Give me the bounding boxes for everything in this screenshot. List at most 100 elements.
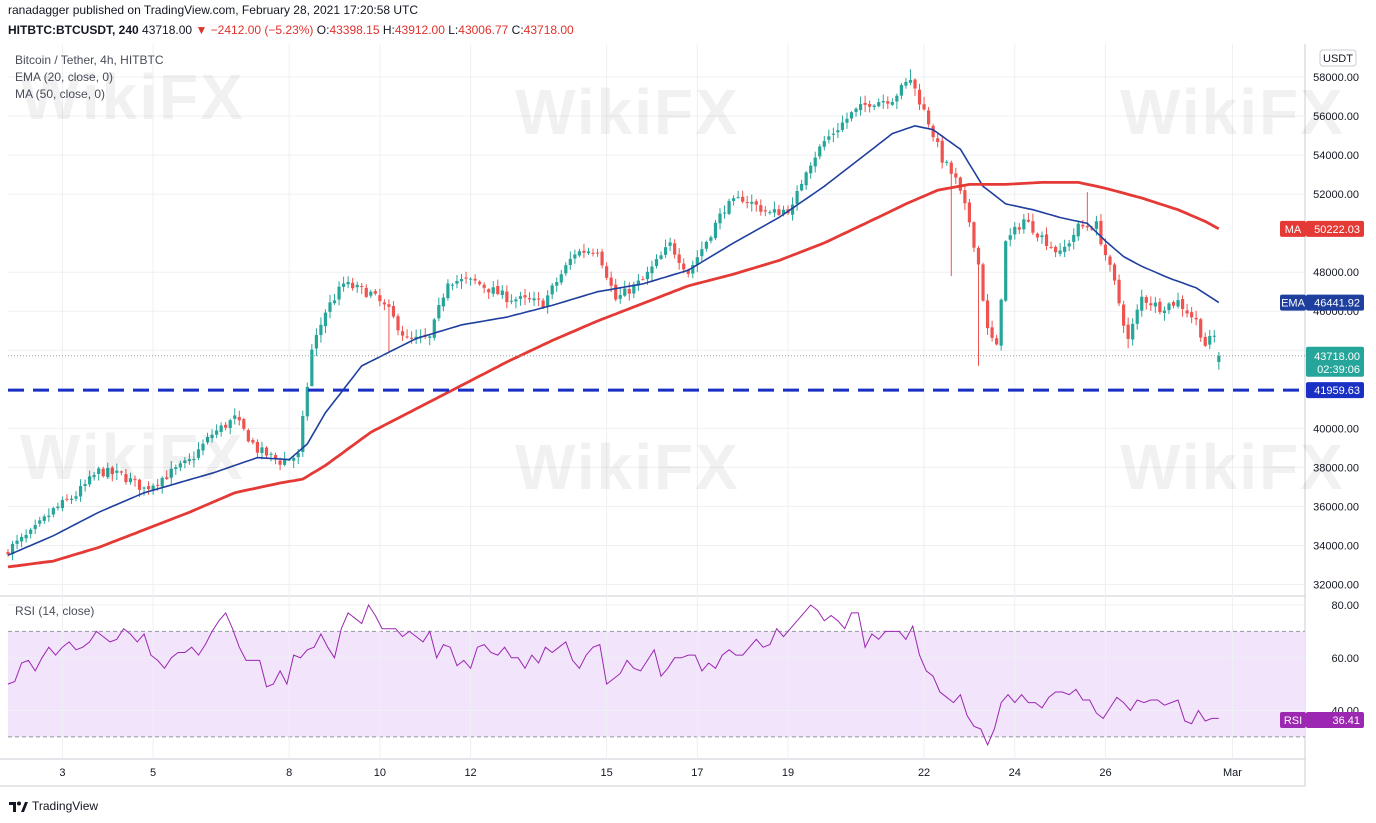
candle-up	[1162, 310, 1167, 314]
rsi-badge-value-bg	[1306, 711, 1364, 728]
candle-up	[518, 296, 523, 299]
candle-up	[1004, 241, 1008, 301]
candle-down	[1158, 301, 1162, 313]
candle-up	[346, 281, 350, 285]
candle-up	[732, 198, 736, 201]
candle-down	[936, 138, 940, 143]
candle-down	[378, 295, 382, 302]
candle-up	[491, 287, 495, 294]
candle-up	[500, 290, 504, 295]
candle-down	[1081, 224, 1085, 227]
time-tick-label: 8	[286, 767, 292, 779]
candle-down	[527, 298, 532, 300]
ma-badge-value: 50222.03	[1314, 224, 1360, 236]
candle-down	[373, 291, 377, 294]
candle-up	[332, 300, 337, 304]
symbol-name[interactable]: HITBTC:BTCUSDT, 240	[8, 23, 139, 37]
candle-down	[949, 162, 953, 174]
candle-up	[115, 470, 119, 473]
candle-down	[119, 471, 123, 473]
candle-up	[24, 534, 28, 539]
candle-down	[251, 440, 255, 443]
candle-down	[396, 316, 400, 331]
candle-down	[673, 243, 677, 255]
candle-up	[29, 529, 33, 534]
candle-up	[1022, 219, 1026, 230]
candle-up	[292, 457, 296, 461]
candle-down	[777, 209, 781, 215]
candle-up	[1217, 355, 1221, 363]
candle-up	[1131, 323, 1135, 340]
candle-up	[174, 467, 178, 469]
rsi-legend[interactable]: RSI (14, close)	[15, 604, 95, 618]
candle-down	[963, 190, 967, 204]
candle-up	[899, 84, 903, 96]
open-label: O:	[316, 23, 330, 37]
ema-badge-label: EMA	[1281, 298, 1306, 310]
candle-up	[51, 508, 55, 515]
candle-up	[1013, 226, 1017, 235]
candle-down	[886, 101, 890, 104]
candle-up	[283, 459, 287, 465]
candle-down	[1199, 319, 1203, 338]
price-badge-value: 43718.00	[1314, 351, 1360, 363]
candle-up	[895, 95, 899, 102]
candle-up	[704, 241, 708, 249]
time-tick-label: 10	[374, 767, 386, 779]
ema-badge-value-bg	[1306, 294, 1364, 311]
close-label: C:	[511, 23, 524, 37]
footer-branding[interactable]: TradingView	[8, 796, 98, 816]
candle-down	[400, 331, 405, 336]
candle-up	[555, 282, 559, 286]
candle-up	[187, 459, 191, 461]
candle-up	[854, 108, 858, 113]
candle-down	[405, 336, 409, 338]
time-tick-label: Mar	[1223, 767, 1242, 779]
candle-up	[722, 212, 727, 214]
candle-up	[178, 463, 182, 468]
candle-up	[128, 478, 133, 483]
candle-up	[1076, 223, 1080, 237]
candle-up	[1072, 234, 1076, 242]
candle-up	[1135, 309, 1139, 324]
candle-down	[1035, 233, 1040, 238]
candle-down	[976, 248, 981, 265]
candle-down	[605, 266, 609, 278]
time-tick-label: 12	[464, 767, 476, 779]
candle-down	[1099, 220, 1103, 245]
candle-up	[1058, 250, 1062, 254]
candle-up	[663, 247, 668, 255]
candle-down	[264, 447, 269, 456]
candle-down	[1190, 312, 1194, 318]
price-tick-label: 38000.00	[1313, 462, 1359, 474]
ma-legend[interactable]: MA (50, close, 0)	[15, 87, 106, 101]
price-tick-label: 56000.00	[1313, 111, 1359, 123]
candle-up	[192, 459, 196, 461]
candle-up	[858, 104, 863, 111]
candle-down	[273, 455, 278, 460]
candle-down	[745, 202, 749, 204]
candle-up	[890, 102, 894, 105]
candle-up	[623, 288, 627, 296]
candle-down	[967, 202, 972, 223]
candle-down	[759, 205, 763, 212]
candle-down	[1053, 246, 1058, 253]
candle-down	[1026, 219, 1030, 222]
ema-badge-value: 46441.92	[1314, 298, 1360, 310]
candle-down	[464, 277, 468, 279]
candle-down	[360, 286, 364, 288]
candle-down	[137, 479, 142, 490]
candle-up	[106, 468, 110, 478]
ema-legend[interactable]: EMA (20, close, 0)	[15, 70, 114, 84]
candle-down	[972, 222, 976, 248]
candle-up	[1094, 221, 1098, 229]
time-tick-label: 3	[59, 767, 65, 779]
candle-down	[1126, 324, 1130, 339]
candle-up	[695, 257, 699, 265]
ema-line	[7, 124, 1220, 556]
price-badge-bg	[1306, 346, 1364, 377]
candle-up	[205, 437, 210, 443]
candle-up	[441, 297, 445, 307]
candle-up	[60, 500, 65, 509]
